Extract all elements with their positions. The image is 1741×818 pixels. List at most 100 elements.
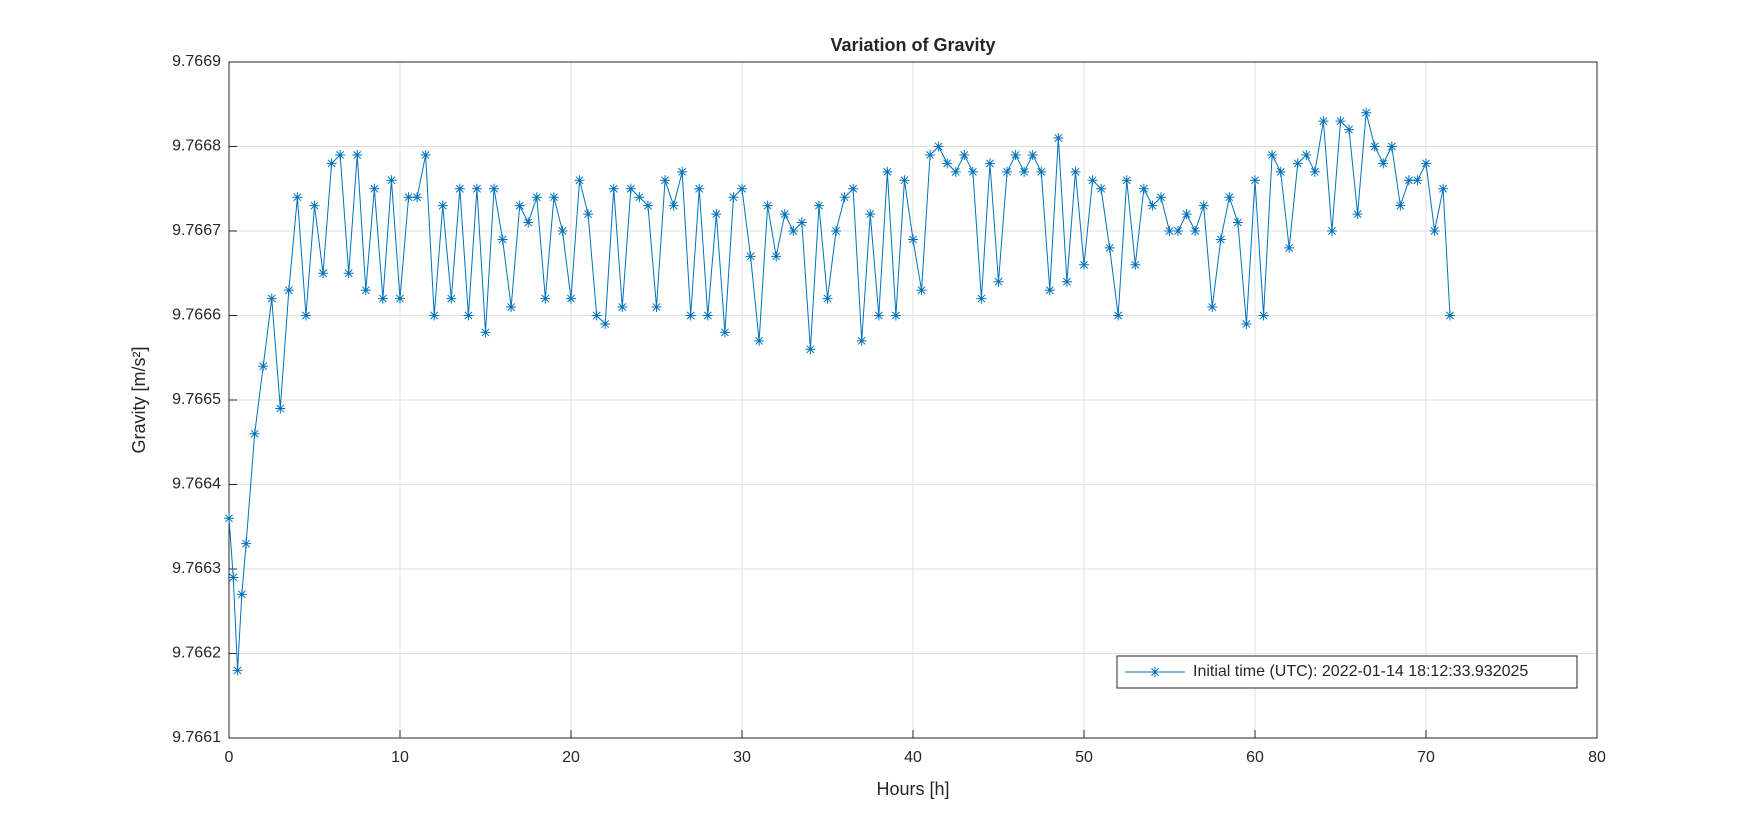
data-marker <box>395 293 405 304</box>
data-marker <box>779 209 790 220</box>
data-marker <box>642 200 653 211</box>
data-marker <box>540 293 551 304</box>
data-marker <box>1395 200 1406 211</box>
data-marker <box>1190 226 1201 236</box>
data-marker <box>967 166 978 177</box>
data-marker <box>1044 285 1055 296</box>
y-tick-label: 9.7661 <box>172 729 221 746</box>
x-axis-label: Hours [h] <box>876 779 949 799</box>
data-marker <box>600 318 611 329</box>
data-marker <box>822 293 833 304</box>
x-tick-label: 10 <box>391 749 409 766</box>
data-marker <box>1403 175 1414 186</box>
data-marker <box>266 293 277 304</box>
data-marker <box>890 310 901 321</box>
data-marker <box>1250 175 1260 186</box>
x-tick-label: 30 <box>733 749 751 766</box>
x-tick-label: 50 <box>1075 749 1093 766</box>
data-marker <box>1061 276 1072 287</box>
data-marker <box>908 234 918 245</box>
x-tick-label: 60 <box>1246 749 1264 766</box>
data-line <box>228 112 1451 671</box>
data-marker <box>1147 200 1158 211</box>
data-marker <box>574 175 585 186</box>
data-marker <box>1096 183 1107 194</box>
data-marker <box>583 209 594 220</box>
data-marker <box>1326 226 1337 236</box>
data-marker <box>899 175 910 186</box>
data-marker <box>1002 166 1013 177</box>
data-marker <box>916 285 927 296</box>
data-marker <box>1232 217 1243 228</box>
data-marker <box>258 361 269 372</box>
data-marker <box>1079 259 1089 270</box>
data-marker <box>1369 141 1380 152</box>
data-marker <box>805 344 816 355</box>
data-marker <box>249 428 260 439</box>
legend-box <box>1116 655 1578 689</box>
data-marker <box>446 293 457 304</box>
data-marker <box>959 149 970 160</box>
data-marker <box>241 538 252 549</box>
data-marker <box>1421 158 1431 169</box>
legend-label: Initial time (UTC): 2022-01-14 18:12:33.… <box>1193 663 1528 680</box>
data-marker <box>1138 183 1149 194</box>
data-marker <box>1275 166 1286 177</box>
data-marker <box>1386 141 1397 152</box>
y-tick-label: 9.7664 <box>172 476 221 493</box>
data-marker <box>523 217 534 228</box>
data-marker <box>984 158 995 169</box>
data-marker <box>1258 310 1269 321</box>
y-tick-label: 9.7662 <box>172 645 221 662</box>
axes-box <box>228 61 1598 739</box>
data-marker <box>1207 302 1218 313</box>
data-marker <box>976 293 987 304</box>
x-tick-label: 40 <box>904 749 922 766</box>
chart-title: Variation of Gravity <box>830 35 995 55</box>
data-marker <box>685 310 696 321</box>
data-marker <box>591 310 602 321</box>
data-marker <box>942 158 953 169</box>
x-tick-label: 20 <box>562 749 580 766</box>
data-marker <box>865 209 876 220</box>
data-marker <box>1335 116 1346 127</box>
data-marker <box>369 183 380 194</box>
legend-marker <box>1150 667 1160 677</box>
data-marker <box>831 226 842 236</box>
data-marker <box>557 226 568 236</box>
data-marker <box>497 234 508 245</box>
data-marker <box>813 200 824 211</box>
data-marker <box>454 183 465 194</box>
data-marker <box>1224 192 1235 203</box>
data-marker <box>292 192 303 203</box>
data-marker <box>1053 133 1064 144</box>
data-marker <box>737 183 747 194</box>
data-marker <box>548 192 559 203</box>
data-marker <box>762 200 773 211</box>
data-marker <box>771 251 782 262</box>
data-marker <box>471 183 482 194</box>
data-marker <box>275 403 286 414</box>
data-marker <box>1344 124 1355 135</box>
data-marker <box>660 175 671 186</box>
data-marker <box>1292 158 1303 169</box>
data-marker <box>1444 310 1455 321</box>
data-marker <box>1378 158 1389 169</box>
data-marker <box>754 335 765 346</box>
x-tick-label: 70 <box>1417 749 1435 766</box>
legend: Initial time (UTC): 2022-01-14 18:12:33.… <box>1116 655 1578 689</box>
y-axis-label: Gravity [m/s²] <box>129 347 149 454</box>
data-marker <box>1318 116 1329 127</box>
data-marker <box>702 310 713 321</box>
data-marker <box>236 589 247 600</box>
data-marker <box>1155 192 1166 203</box>
data-marker <box>856 335 867 346</box>
x-tick-label: 80 <box>1588 749 1606 766</box>
data-marker <box>1198 200 1209 211</box>
data-marker <box>950 166 961 177</box>
data-marker <box>228 572 239 583</box>
data-marker <box>224 513 234 524</box>
data-marker <box>1412 175 1423 186</box>
data-marker <box>1215 234 1226 245</box>
